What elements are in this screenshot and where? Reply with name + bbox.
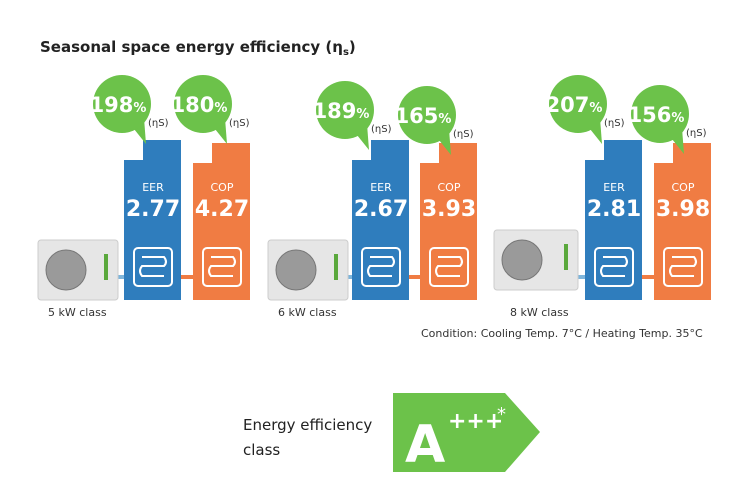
bubble [316, 81, 374, 139]
title-subscript: s [343, 47, 349, 58]
efficiency-number: 180 [171, 93, 215, 117]
eta-label: (ηS) [229, 118, 250, 129]
condition-note: Condition: Cooling Temp. 7°C / Heating T… [421, 327, 703, 340]
bubble [549, 75, 607, 133]
efficiency-value: 207% [546, 93, 603, 117]
eta-label: (ηS) [148, 118, 169, 129]
efficiency-value: 198% [90, 93, 147, 117]
eer-value: 2.81 [587, 197, 641, 222]
efficiency-number: 156 [628, 103, 672, 127]
efficiency-number: 165 [395, 104, 439, 128]
cop-label: COP [672, 181, 695, 194]
capacity-class: 8 kW class [510, 306, 569, 319]
coil-line [600, 256, 628, 277]
coil-icon [594, 247, 634, 287]
title-text: Seasonal space energy efficiency (η [40, 38, 343, 56]
title-suffix: ) [349, 38, 356, 56]
bubble [631, 85, 689, 143]
efficiency-unit: % [356, 107, 369, 122]
energy-class-plus: +++ [448, 409, 503, 434]
bubble [398, 86, 456, 144]
eer-value: 2.67 [354, 197, 408, 222]
efficiency-unit: % [589, 101, 602, 116]
unit-logo [104, 254, 108, 280]
cop-label: COP [211, 181, 234, 194]
efficiency-unit: % [671, 111, 684, 126]
efficiency-value: 189% [313, 99, 370, 123]
efficiency-unit: % [214, 101, 227, 116]
efficiency-value: 165% [395, 104, 452, 128]
cop-value: 4.27 [195, 197, 249, 222]
bubble [93, 75, 151, 133]
coil-line [435, 256, 463, 277]
unit-logo [564, 244, 568, 270]
eer-label: EER [142, 181, 164, 194]
energy-class-label: Energy efficiency [243, 416, 372, 434]
unit-logo [334, 254, 338, 280]
efficiency-value: 156% [628, 103, 685, 127]
efficiency-unit: % [438, 112, 451, 127]
energy-class-note: * [497, 404, 506, 425]
eta-label: (ηS) [604, 118, 625, 129]
bubble [174, 75, 232, 133]
efficiency-unit: % [133, 101, 146, 116]
eta-label: (ηS) [371, 124, 392, 135]
unit-fan [45, 249, 87, 291]
coil-line [669, 256, 697, 277]
cop-label: COP [438, 181, 461, 194]
coil-line [139, 256, 167, 277]
coil-icon [663, 247, 703, 287]
cop-value: 3.98 [656, 197, 710, 222]
unit-fan [501, 239, 543, 281]
coil-icon [429, 247, 469, 287]
efficiency-number: 189 [313, 99, 357, 123]
coil-icon [202, 247, 242, 287]
eta-label: (ηS) [686, 128, 707, 139]
coil-icon [361, 247, 401, 287]
eta-label: (ηS) [453, 129, 474, 140]
capacity-class: 6 kW class [278, 306, 337, 319]
eer-label: EER [603, 181, 625, 194]
coil-icon [133, 247, 173, 287]
eer-label: EER [370, 181, 392, 194]
coil-line [367, 256, 395, 277]
eer-value: 2.77 [126, 197, 180, 222]
energy-class-grade: A [405, 415, 445, 475]
efficiency-number: 207 [546, 93, 590, 117]
cop-value: 3.93 [422, 197, 476, 222]
energy-class-arrow [393, 393, 540, 472]
efficiency-value: 180% [171, 93, 228, 117]
efficiency-number: 198 [90, 93, 134, 117]
coil-line [208, 256, 236, 277]
capacity-class: 5 kW class [48, 306, 107, 319]
title: Seasonal space energy efficiency (ηs) [40, 38, 356, 58]
energy-class-label: class [243, 441, 280, 459]
unit-fan [275, 249, 317, 291]
